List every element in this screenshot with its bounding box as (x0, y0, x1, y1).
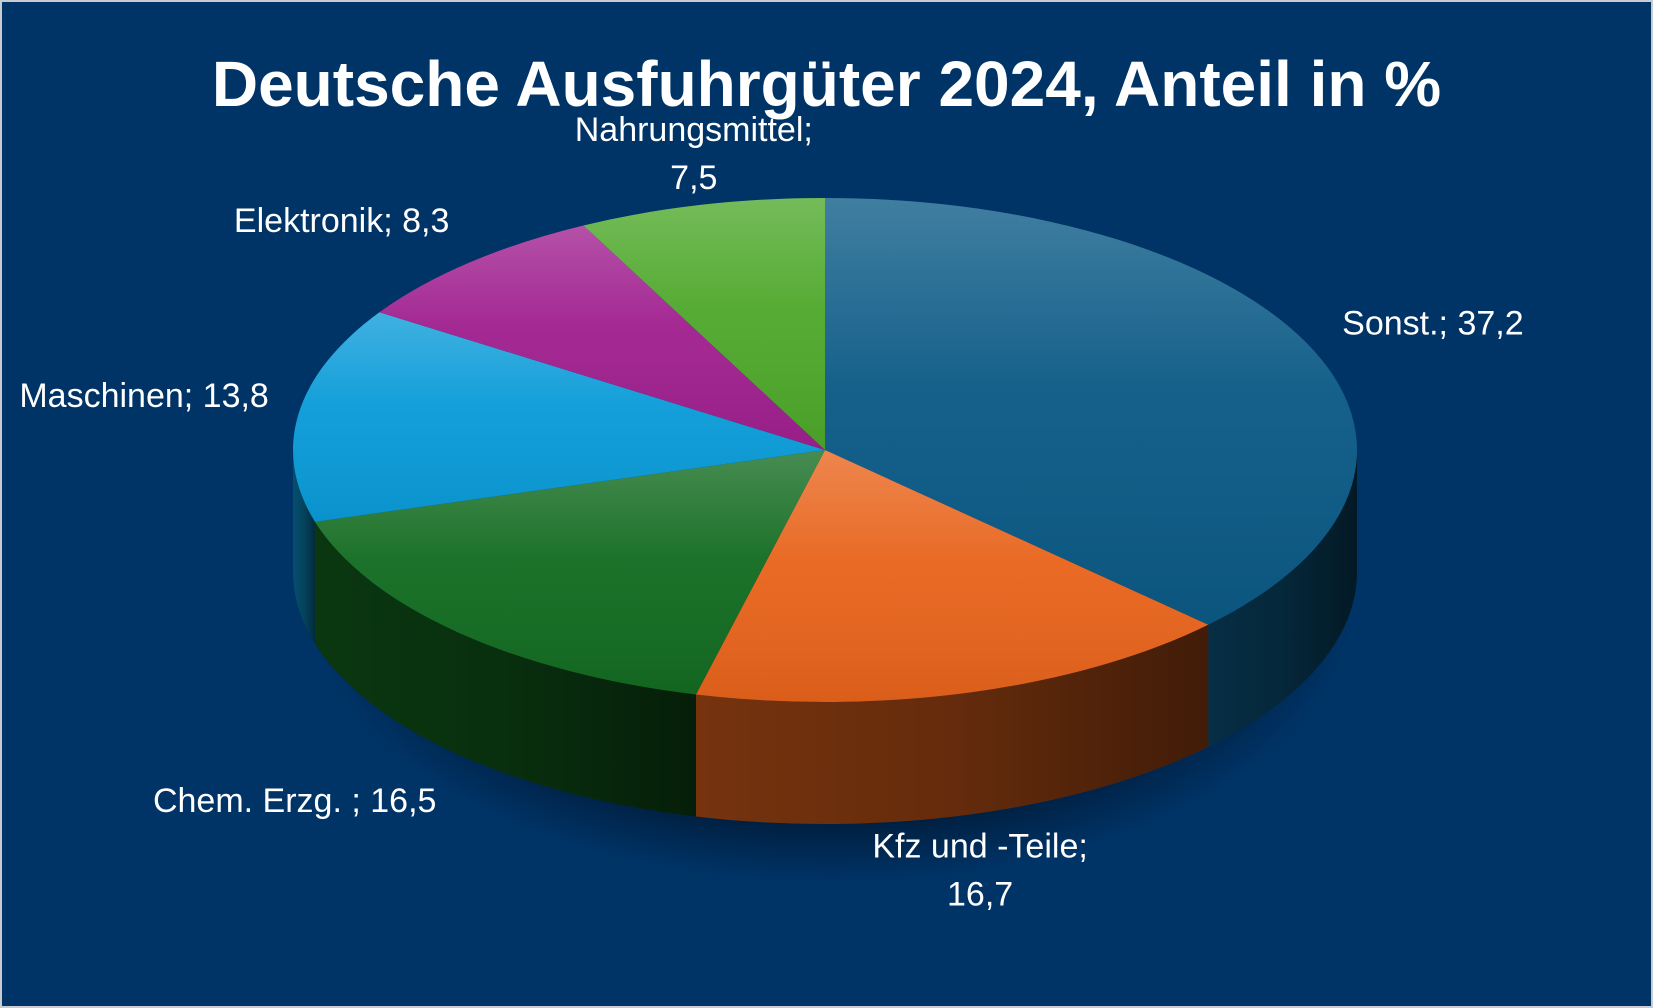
pie-slice-elektronik-sheen (379, 225, 825, 450)
pie-slice-chem-erzg-sheen (315, 450, 825, 695)
pie-side-sonst-shade (1208, 450, 1357, 747)
pie-slice-kfz-und-teile-sheen (695, 450, 1209, 703)
chart-title: Deutsche Ausfuhrgüter 2024, Anteil in % (211, 48, 1442, 120)
data-label-chem-erzg: Chem. Erzg. ; 16,5 (153, 782, 436, 820)
data-label-kfz-und-teile-line-1: Kfz und -Teile; (872, 828, 1087, 866)
data-label-kfz-und-teile-line-2: 16,7 (947, 876, 1013, 914)
pie-side-chem-erzg-shade (315, 521, 696, 817)
pie-side-maschinen-shade (293, 450, 316, 644)
data-label-elektronik: Elektronik; 8,3 (234, 202, 449, 240)
data-label-maschinen: Maschinen; 13,8 (19, 377, 269, 415)
data-label-nahrungsmittel-line-2: 7,5 (670, 159, 717, 197)
pie-slice-maschinen-sheen (293, 312, 825, 522)
data-label-sonst: Sonst.; 37,2 (1342, 305, 1523, 343)
pie-side-kfz-und-teile-shade (695, 624, 1209, 825)
pie-slice-nahrungsmittel-sheen (583, 198, 825, 450)
pie-slice-sonst-sheen (825, 198, 1357, 625)
data-label-nahrungsmittel-line-1: Nahrungsmittel; (575, 111, 813, 149)
